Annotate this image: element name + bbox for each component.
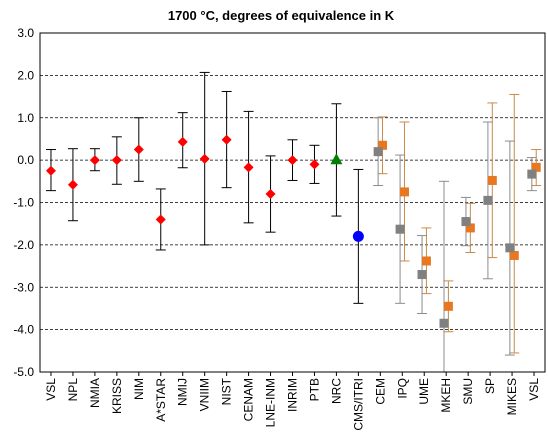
x-tick-label: CENAM: [242, 378, 256, 421]
x-tick-label: UME: [417, 378, 431, 405]
data-point-diamond: [45, 165, 56, 176]
data-point-square: [509, 250, 519, 260]
data-point-square: [483, 195, 493, 205]
data-point-diamond: [155, 214, 166, 225]
chart-title: 1700 °C, degrees of equivalence in K: [168, 8, 395, 23]
data-point-diamond: [177, 136, 188, 147]
y-tick-label: 1.0: [17, 111, 34, 125]
data-point-square: [399, 187, 409, 197]
data-point-square: [395, 224, 405, 234]
y-tick-label: 2.0: [17, 68, 34, 82]
x-tick-label: IPQ: [395, 378, 409, 399]
data-point-circle: [352, 230, 364, 242]
data-point-square: [531, 162, 541, 172]
data-point-diamond: [111, 155, 122, 166]
x-tick-label: A*STAR: [154, 378, 168, 422]
data-point-diamond: [221, 134, 232, 145]
x-tick-label: VSL: [527, 378, 541, 401]
data-point-square: [373, 147, 383, 157]
data-point-diamond: [67, 179, 78, 190]
data-point-square: [417, 270, 427, 280]
y-tick-label: -5.0: [13, 365, 34, 379]
y-axis-ticks: 3.0 2.0 1.0 0.0 -1.0 -2.0 -3.0 -4.0 -5.0: [13, 26, 34, 379]
x-tick-label: CEM: [373, 378, 387, 405]
data-point-square: [439, 318, 449, 328]
x-axis-ticks: VSL NPL NMIA KRISS NIM A*STAR NMIJ VNIIM NIST CEN…: [44, 372, 541, 431]
data-point-square: [461, 217, 471, 227]
y-tick-label: 3.0: [17, 26, 34, 40]
x-tick-label: PTB: [307, 378, 321, 401]
data-point-diamond: [265, 189, 276, 200]
data-point-square: [421, 256, 431, 266]
x-tick-label: MIKES: [505, 378, 519, 415]
y-tick-label: -3.0: [13, 280, 34, 294]
data-point-square: [527, 169, 537, 179]
data-point-diamond: [243, 162, 254, 173]
x-tick-label: NMIA: [88, 378, 102, 408]
data-point-diamond: [199, 153, 210, 164]
data-point-square: [487, 175, 497, 185]
data-point-triangle: [330, 153, 343, 165]
data-point-square: [443, 301, 453, 311]
x-tick-label: SMU: [461, 378, 475, 405]
data-point-square: [465, 223, 475, 233]
y-tick-label: 0.0: [17, 153, 34, 167]
x-tick-label: MKEH: [439, 378, 453, 413]
x-tick-label: NPL: [66, 378, 80, 402]
x-tick-label: NIM: [132, 378, 146, 400]
x-tick-label: LNE-INM: [264, 378, 278, 427]
plot-frame: [39, 32, 546, 373]
x-tick-label: VSL: [44, 378, 58, 401]
x-tick-label: KRISS: [110, 378, 124, 414]
y-tick-label: -2.0: [13, 238, 34, 252]
data-point-diamond: [133, 144, 144, 155]
y-tick-label: -4.0: [13, 323, 34, 337]
x-tick-label: NMIJ: [176, 378, 190, 406]
data-point-diamond: [89, 155, 100, 166]
data-point-square: [378, 140, 388, 150]
y-tick-label: -1.0: [13, 196, 34, 210]
data-point-diamond: [287, 155, 298, 166]
x-tick-label: INRIM: [286, 378, 300, 412]
x-tick-label: SP: [483, 378, 497, 394]
data-markers: [45, 134, 541, 328]
x-tick-label: VNIIM: [198, 378, 212, 411]
x-tick-label: CMS/ITRI: [351, 378, 365, 431]
gridlines: [40, 74, 545, 331]
x-tick-label: NIST: [220, 377, 234, 405]
data-point-square: [505, 243, 515, 253]
x-tick-label: NRC: [329, 378, 343, 404]
data-point-diamond: [309, 159, 320, 170]
